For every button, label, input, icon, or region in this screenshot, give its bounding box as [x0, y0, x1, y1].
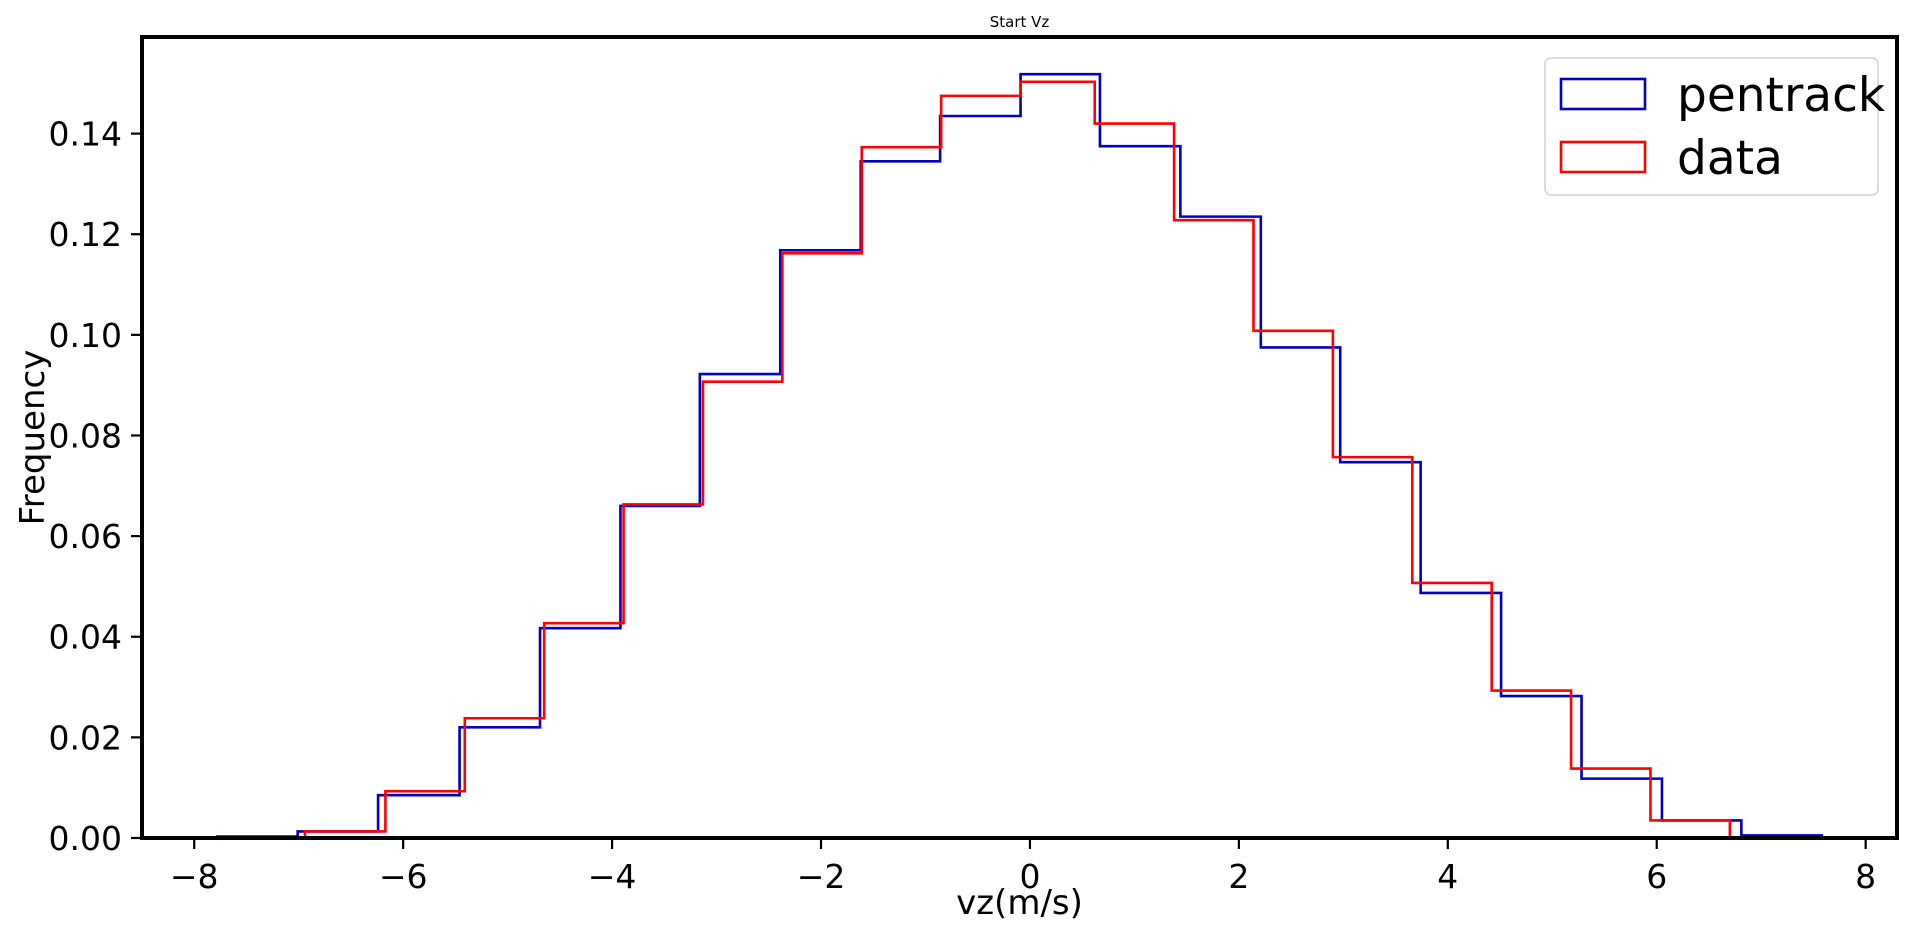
legend-swatch-data	[1559, 140, 1647, 174]
x-tick-label: −4	[588, 857, 637, 896]
y-tick-label: 0.00	[49, 819, 122, 858]
x-tick-label: 6	[1646, 857, 1667, 896]
legend-frame	[1544, 57, 1879, 196]
x-tick-label: −6	[379, 857, 428, 896]
y-tick-label: 0.08	[49, 416, 122, 455]
y-tick-label: 0.04	[49, 618, 122, 657]
y-tick-label: 0.02	[49, 718, 122, 757]
plot-series-layer	[215, 72, 1824, 838]
plot-frame	[140, 35, 1899, 840]
x-axis: −8 −6 −4 −2 0 2 4 6 8	[170, 838, 1876, 896]
x-tick-label: 2	[1228, 857, 1249, 896]
x-tick-label: −8	[170, 857, 219, 896]
y-axis: 0.00 0.02 0.04 0.06 0.08 0.10 0.12 0.14	[49, 115, 142, 858]
chart-title: Start Vz	[990, 13, 1050, 31]
legend-label-pentrack: pentrack	[1677, 68, 1886, 123]
y-tick-label: 0.12	[49, 215, 122, 254]
series-data-step-line	[303, 80, 1732, 838]
y-tick-label: 0.06	[49, 517, 122, 556]
y-tick-label: 0.14	[49, 115, 122, 154]
y-tick-label: 0.10	[49, 316, 122, 355]
y-axis-label: Frequency	[13, 350, 53, 526]
legend: pentrack data	[1544, 57, 1886, 196]
legend-swatch-pentrack	[1559, 77, 1647, 111]
x-tick-label: 4	[1437, 857, 1458, 896]
x-axis-label: vz(m/s)	[956, 883, 1083, 923]
legend-label-data: data	[1677, 131, 1783, 186]
x-tick-label: 0	[1019, 857, 1040, 896]
x-tick-label: −2	[797, 857, 846, 896]
x-tick-label: 8	[1855, 857, 1876, 896]
